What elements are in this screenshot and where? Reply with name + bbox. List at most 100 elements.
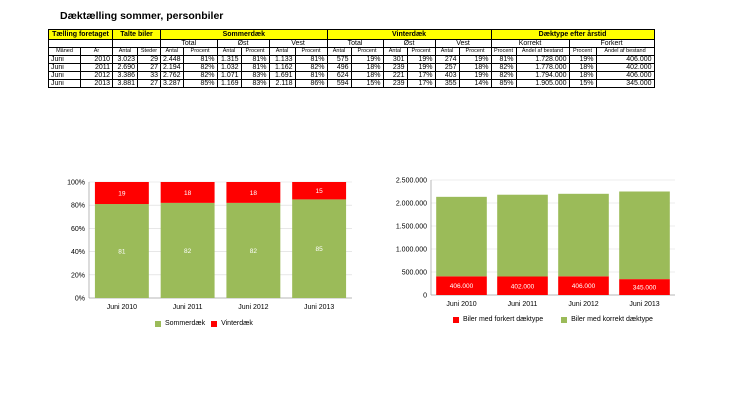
table-cell: 496 (326, 63, 352, 72)
bar-segment (497, 194, 548, 277)
legend-label-summer: Sommerdæk (165, 320, 206, 327)
table-cell: 355 (434, 79, 460, 88)
table-cell: 19% (350, 55, 384, 64)
table-cell: 345.000 (595, 79, 655, 88)
table-cell: 15% (568, 79, 597, 88)
data-label: 85 (316, 246, 324, 253)
percentage-stacked-bar-chart: 0% 20% 40% 60% 80% 100% 81 19 Juni 2010 82 18 Juni … (67, 180, 352, 311)
table-cell: 17% (406, 79, 436, 88)
table-cell: 221 (382, 71, 408, 80)
table-cell: 239 (382, 79, 408, 88)
table-cell: 82% (294, 63, 328, 72)
subheader-total: Total (160, 39, 218, 48)
table-cell: 1.794.000 (515, 71, 570, 80)
subheader-east: Øst (216, 39, 270, 48)
legend-label-correct: Biler med korrekt dæktype (571, 316, 653, 323)
table-cell: 15% (350, 79, 384, 88)
table-cell: 18% (568, 71, 597, 80)
table-row: Juni 2012 3.386 33 2.762 82% 1.071 83% 1.691 81% 6… (48, 71, 655, 80)
table-cell: 85% (182, 79, 218, 88)
header-count-done: Tælling foretaget (48, 29, 113, 40)
data-label: 81 (118, 249, 126, 256)
y-tick-label: 0% (75, 296, 85, 303)
table-cell: 274 (434, 55, 460, 64)
data-label: 15 (316, 188, 324, 195)
bar-segment (558, 193, 609, 277)
tire-count-table: Tælling foretaget Talte biler Sommerdæk … (48, 29, 655, 88)
y-tick-label: 500.000 (402, 270, 427, 277)
subheader-total: Total (326, 39, 384, 48)
table-cell: 27 (137, 79, 161, 88)
data-label: 402.000 (511, 283, 535, 290)
subheader-west: Vest (268, 39, 328, 48)
table-cell: 402.000 (595, 63, 655, 72)
column-header: Antal (382, 47, 408, 56)
table-cell: 2011 (80, 63, 113, 72)
legend-swatch-correct (561, 316, 568, 323)
data-label: 82 (250, 248, 258, 255)
bar-segment (497, 276, 548, 295)
subheader-correct: Korrekt (490, 39, 570, 48)
table-cell: 1.162 (268, 63, 296, 72)
subheader-empty (48, 39, 113, 48)
column-header: Antal (268, 47, 296, 56)
header-counted-cars: Talte biler (112, 29, 161, 40)
bar-segment (292, 199, 347, 298)
y-tick-label: 80% (71, 203, 85, 210)
legend-swatch-summer (155, 320, 161, 327)
table-cell: Juni (48, 71, 81, 80)
column-header: Andel af bestand (515, 47, 570, 56)
column-header: Antal (216, 47, 242, 56)
count-stacked-bar-chart: 0 500.000 1.000.000 1.500.000 2.000.000 2.500… (396, 178, 675, 308)
column-header: Procent (240, 47, 270, 56)
data-label: 18 (184, 190, 192, 197)
bar-segment (558, 276, 609, 295)
bar-segment (619, 279, 670, 295)
table-cell: 239 (382, 63, 408, 72)
x-tick-label: Juni 2012 (238, 304, 268, 311)
y-tick-label: 100% (67, 180, 85, 187)
table-cell: 1.169 (216, 79, 242, 88)
bar-segment (436, 196, 487, 277)
table-cell: 19% (568, 55, 597, 64)
column-header: År (80, 47, 113, 56)
bar-segment (226, 182, 281, 203)
data-label: 18 (250, 190, 258, 197)
table-cell: 2012 (80, 71, 113, 80)
table-cell: 86% (294, 79, 328, 88)
table-cell: 403 (434, 71, 460, 80)
column-header: Procent (182, 47, 218, 56)
column-header: Måned (48, 47, 81, 56)
legend-label-winter: Vinterdæk (221, 320, 253, 327)
table-cell: 82% (490, 71, 517, 80)
table-cell: 81% (240, 55, 270, 64)
table-cell: 29 (137, 55, 161, 64)
table-cell: 2.762 (160, 71, 184, 80)
table-cell: 82% (182, 71, 218, 80)
x-tick-label: Juni 2011 (173, 304, 203, 311)
bar-segment (436, 276, 487, 295)
column-header: Procent (568, 47, 597, 56)
table-cell: 2010 (80, 55, 113, 64)
data-label: 345.000 (633, 285, 657, 292)
y-tick-label: 2.000.000 (396, 201, 427, 208)
table-cell: 575 (326, 55, 352, 64)
column-header: Antal (160, 47, 184, 56)
table-cell: 18% (350, 71, 384, 80)
table-cell: 1.905.000 (515, 79, 570, 88)
table-cell: Juni (48, 79, 81, 88)
bar-segment (94, 182, 149, 205)
table-cell: 624 (326, 71, 352, 80)
data-label: 406.000 (450, 283, 474, 290)
column-header: Procent (406, 47, 436, 56)
table-cell: 301 (382, 55, 408, 64)
bar-segment (160, 182, 215, 203)
y-tick-label: 0 (423, 293, 427, 300)
column-header: Procent (350, 47, 384, 56)
table-cell: 2013 (80, 79, 113, 88)
subheader-wrong: Forkert (568, 39, 655, 48)
bar-segment (226, 202, 281, 298)
table-cell: 1.133 (268, 55, 296, 64)
page-title: Dæktælling sommer, personbiler (60, 10, 224, 22)
table-cell: 3.023 (112, 55, 138, 64)
